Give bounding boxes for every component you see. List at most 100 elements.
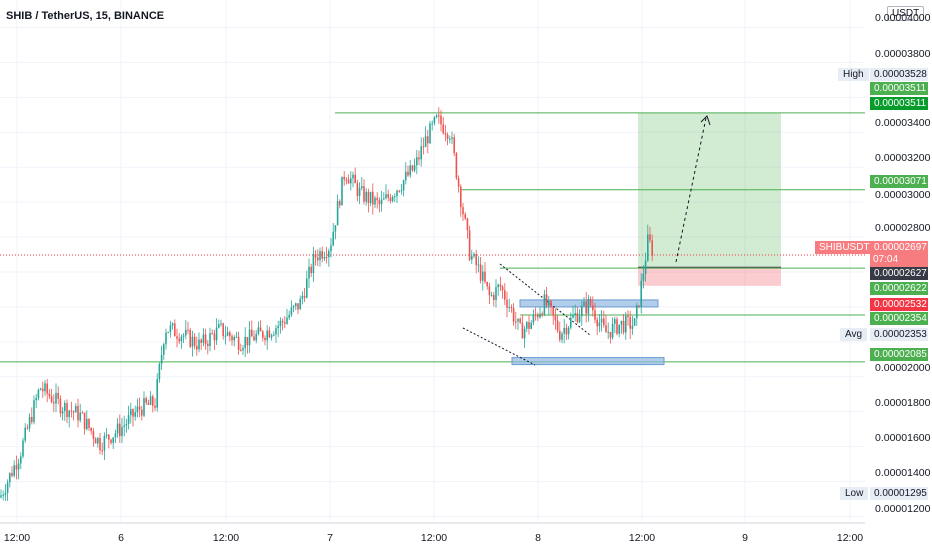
candle-body: [394, 196, 396, 198]
candle-body: [0, 495, 2, 498]
candle-body: [163, 344, 165, 355]
candle-body: [246, 336, 249, 346]
candle-body: [402, 180, 405, 191]
candle-body: [185, 329, 187, 336]
candle-body: [589, 298, 592, 306]
candle-body: [273, 334, 275, 336]
candle-body: [622, 320, 625, 333]
candle-body: [231, 336, 233, 341]
candle-body: [42, 388, 44, 392]
candle-body: [625, 315, 627, 333]
candle-body: [347, 179, 350, 184]
candle-body: [323, 257, 326, 259]
candle-body: [171, 323, 174, 326]
candle-body: [299, 298, 301, 310]
candle-body: [391, 197, 394, 201]
candle-body: [312, 254, 315, 274]
candle-body: [616, 319, 618, 334]
candle-body: [88, 418, 90, 428]
candle-body: [508, 306, 510, 308]
projection-arrow-head: [700, 115, 711, 126]
low-label: Low: [840, 487, 869, 500]
symbol-title: SHIB / TetherUS, 15, BINANCE: [6, 10, 165, 22]
candle-body: [57, 392, 59, 399]
candle-body: [482, 271, 484, 281]
candle-body: [644, 260, 647, 275]
candle-body: [521, 322, 524, 339]
range-box-bottom: [511, 357, 665, 366]
time-tick: 9: [742, 532, 748, 544]
candle-body: [581, 305, 583, 317]
candle-body: [473, 253, 475, 257]
candle-body: [561, 333, 563, 340]
candle-body: [81, 412, 84, 414]
candle-body: [405, 171, 407, 181]
candle-body: [578, 316, 581, 323]
price-tick: 0.00003200: [875, 152, 931, 164]
candle-body: [400, 190, 403, 192]
target-tag: 0.00003511: [870, 82, 928, 95]
candle-body: [600, 318, 603, 323]
candle-body: [534, 314, 537, 316]
candle-body: [143, 398, 145, 416]
candle-body: [321, 251, 323, 259]
candle-body: [66, 403, 68, 418]
candle-body: [207, 343, 209, 346]
candle-body: [407, 171, 409, 176]
candle-body: [182, 335, 185, 337]
candle-body: [328, 251, 330, 258]
bar-countdown: 07:04: [873, 254, 899, 265]
candle-body: [418, 157, 420, 160]
candle-body: [614, 319, 616, 324]
candle-body: [233, 337, 235, 341]
candle-body: [125, 423, 128, 426]
candle-body: [603, 318, 605, 326]
candle-body: [484, 271, 486, 282]
candle-body: [193, 336, 196, 347]
candle-body: [363, 186, 365, 202]
candle-body: [191, 336, 194, 347]
candle-body: [325, 257, 328, 259]
time-tick: 12:00: [212, 532, 240, 544]
level-tag: 0.00002622: [870, 282, 928, 295]
candle-body: [413, 165, 416, 171]
candle-body: [136, 406, 139, 413]
candle-body: [103, 435, 106, 451]
candle-body: [220, 323, 222, 325]
candle-body: [372, 191, 374, 205]
candle-body: [248, 329, 251, 346]
candle-body: [649, 234, 651, 241]
candle-body: [108, 434, 110, 440]
candle-body: [440, 115, 442, 125]
candle-body: [523, 328, 526, 339]
candle-body: [145, 398, 147, 403]
currency-button[interactable]: USDT: [887, 6, 925, 21]
candle-body: [642, 274, 645, 281]
candle-body: [257, 327, 260, 334]
candle-body: [11, 473, 13, 476]
candle-body: [570, 317, 572, 328]
candle-body: [178, 338, 180, 342]
candle-body: [215, 327, 218, 341]
candle-body: [341, 176, 343, 206]
candle-body: [471, 256, 473, 260]
candle-body: [4, 493, 7, 495]
candle-body: [123, 425, 125, 428]
candle-body: [565, 327, 568, 335]
avg-value-tag: 0.00002353: [870, 328, 928, 341]
candle-body: [83, 412, 86, 430]
candle-body: [339, 201, 341, 206]
candle-body: [152, 396, 154, 406]
candle-body: [389, 197, 392, 201]
time-tick: 12:00: [420, 532, 448, 544]
candle-body: [356, 183, 359, 197]
candle-body: [86, 418, 88, 430]
time-tick: 12:00: [836, 532, 864, 544]
avg-label: Avg: [840, 328, 868, 341]
candle-body: [479, 264, 482, 281]
candle-body: [138, 406, 141, 410]
candle-body: [154, 405, 156, 408]
candle-body: [35, 398, 37, 401]
projection-arrow: [675, 117, 707, 263]
